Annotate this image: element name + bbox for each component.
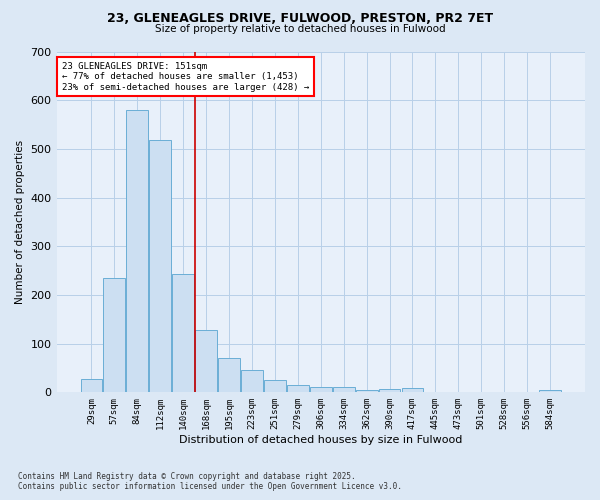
Bar [310,388,332,392]
Bar [127,110,148,393]
Bar [241,370,263,392]
Bar [264,380,286,392]
Bar [356,390,377,392]
X-axis label: Distribution of detached houses by size in Fulwood: Distribution of detached houses by size … [179,435,463,445]
Bar [172,274,194,392]
Text: 23 GLENEAGLES DRIVE: 151sqm
← 77% of detached houses are smaller (1,453)
23% of : 23 GLENEAGLES DRIVE: 151sqm ← 77% of det… [62,62,309,92]
Text: 23, GLENEAGLES DRIVE, FULWOOD, PRESTON, PR2 7ET: 23, GLENEAGLES DRIVE, FULWOOD, PRESTON, … [107,12,493,26]
Bar [379,390,400,392]
Bar [218,358,240,392]
Y-axis label: Number of detached properties: Number of detached properties [15,140,25,304]
Bar [287,384,309,392]
Text: Size of property relative to detached houses in Fulwood: Size of property relative to detached ho… [155,24,445,34]
Bar [333,387,355,392]
Bar [103,278,125,392]
Bar [80,378,103,392]
Bar [149,140,171,392]
Bar [401,388,424,392]
Bar [195,330,217,392]
Text: Contains HM Land Registry data © Crown copyright and database right 2025.
Contai: Contains HM Land Registry data © Crown c… [18,472,402,491]
Bar [539,390,561,392]
